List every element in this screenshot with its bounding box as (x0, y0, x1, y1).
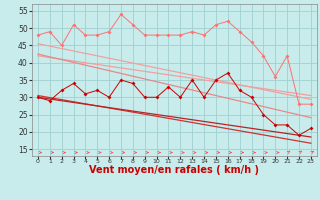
X-axis label: Vent moyen/en rafales ( km/h ): Vent moyen/en rafales ( km/h ) (89, 165, 260, 175)
